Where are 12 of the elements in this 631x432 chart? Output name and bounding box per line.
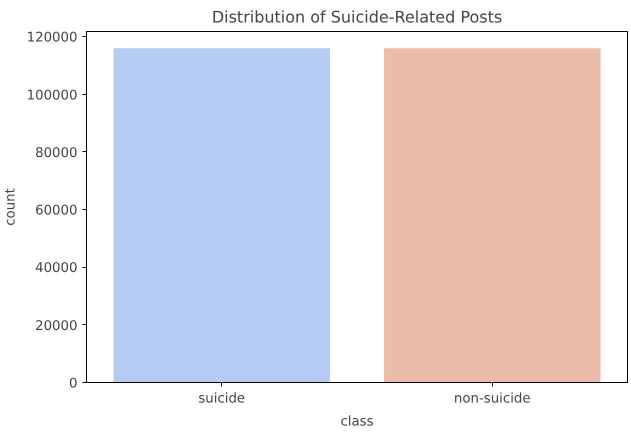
y-tick-label: 60000	[35, 204, 78, 219]
y-tick-label: 20000	[35, 318, 78, 334]
x-tick-label: non-suicide	[454, 392, 531, 406]
y-tick-label: 80000	[35, 146, 78, 161]
x-axis-title: class	[340, 414, 374, 430]
y-axis-title: count	[4, 188, 19, 226]
y-tick-label: 120000	[26, 30, 78, 46]
y-tick-label: 40000	[35, 261, 78, 276]
y-tick-label: 100000	[26, 88, 78, 104]
chart-title: Distribution of Suicide-Related Posts	[212, 8, 502, 26]
x-tick-label: suicide	[198, 392, 246, 406]
y-tick-label: 0	[69, 376, 78, 392]
